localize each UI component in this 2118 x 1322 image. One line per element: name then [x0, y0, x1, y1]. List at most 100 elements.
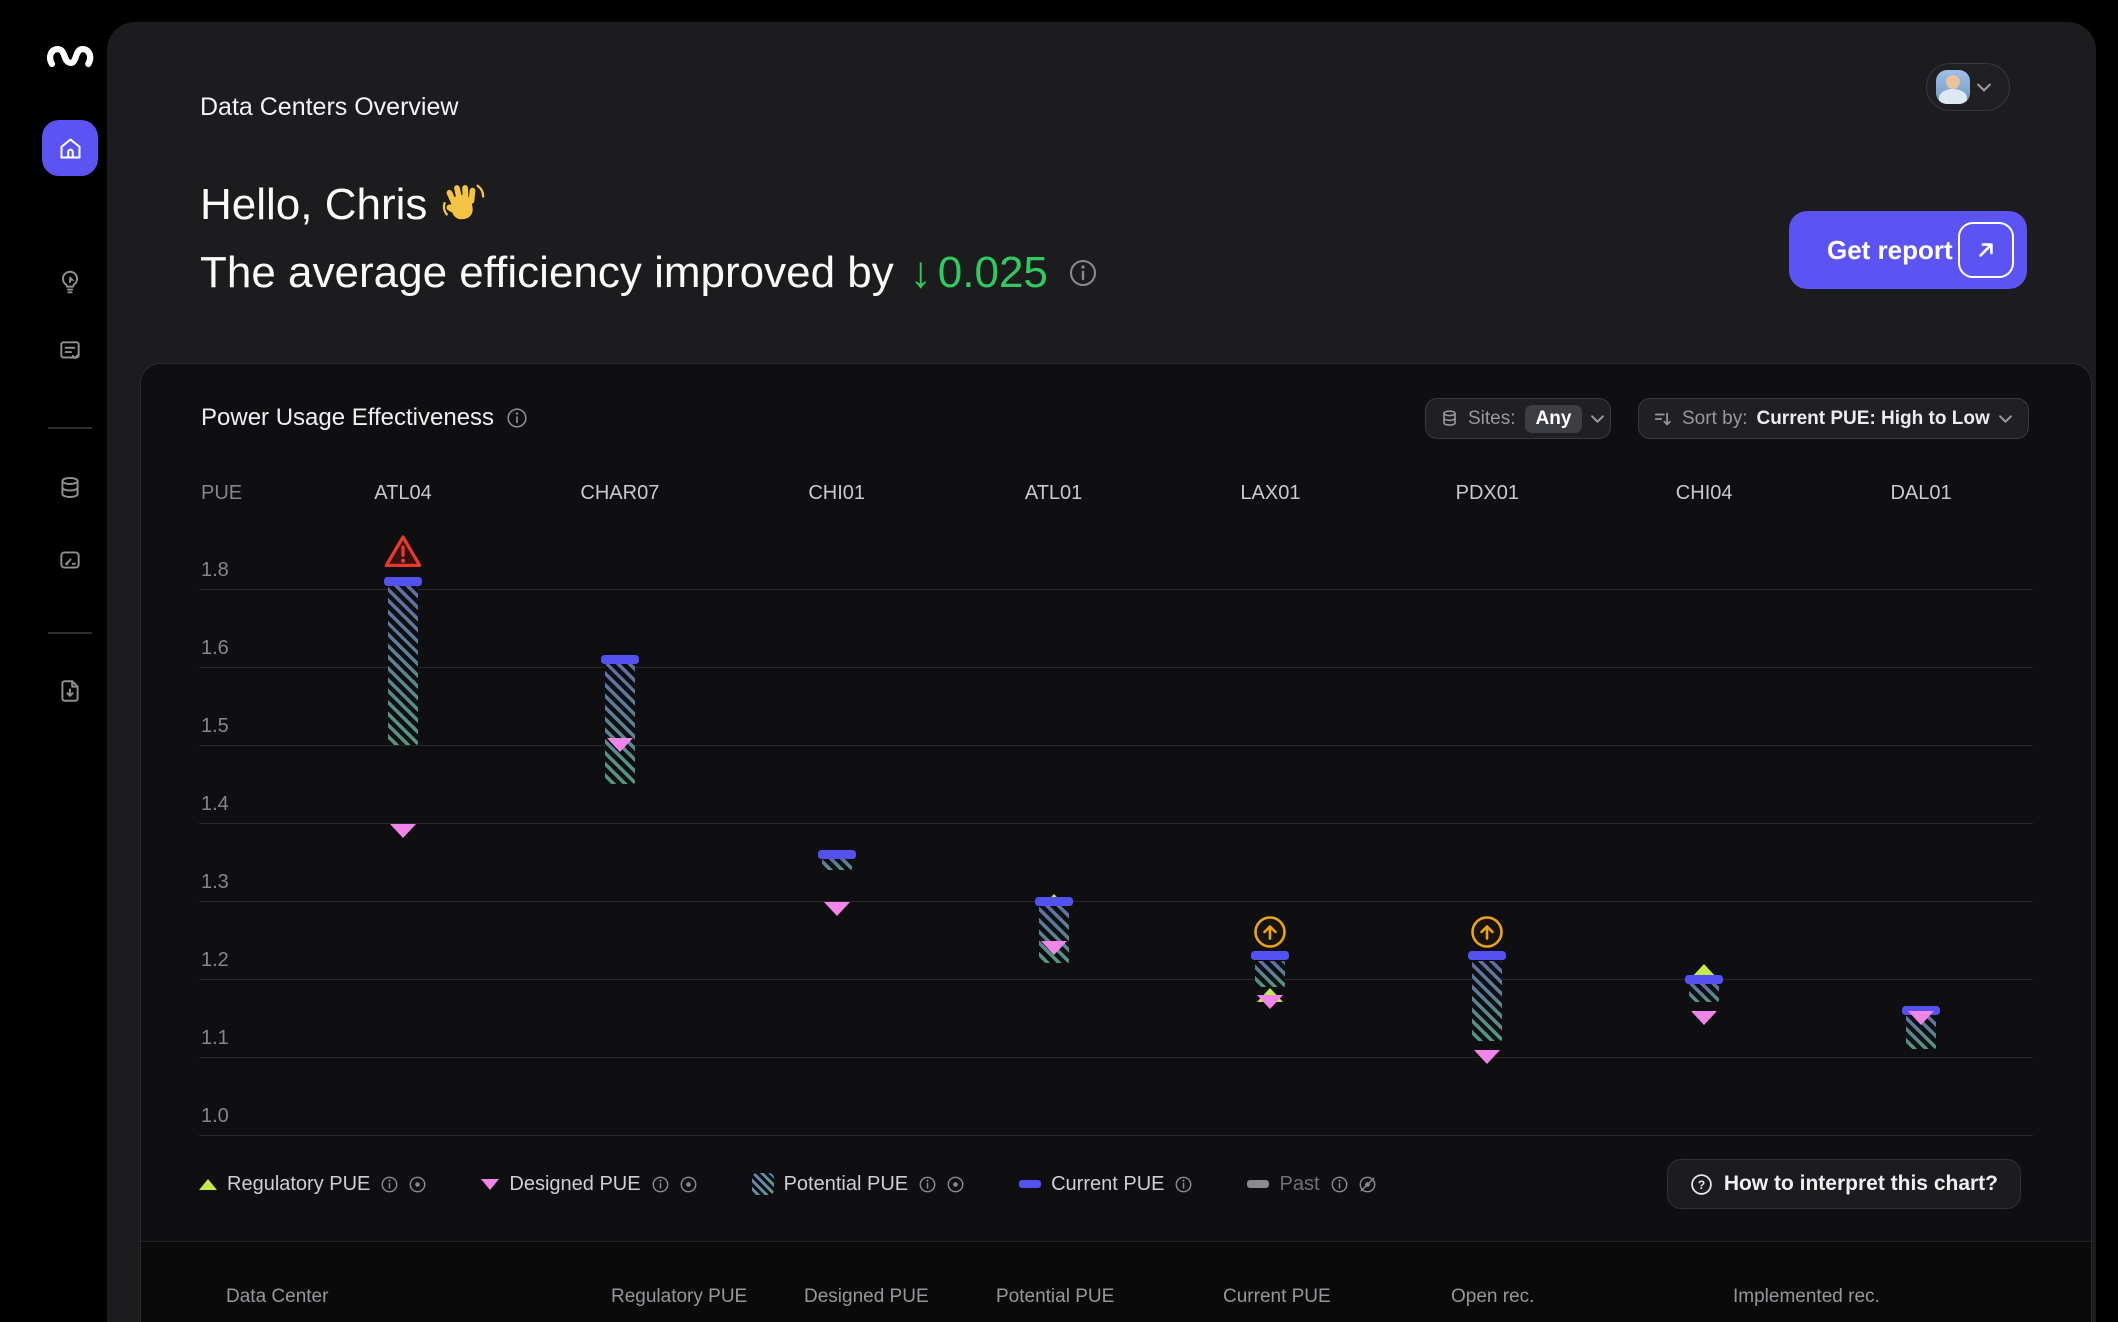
info-icon[interactable]: [506, 407, 528, 429]
waving-hand-icon: [438, 179, 490, 231]
x-axis-label: CHAR07: [580, 482, 660, 504]
sites-filter-label: Sites:: [1468, 407, 1516, 429]
sort-by-label: Sort by:: [1682, 407, 1748, 429]
column-header: Current PUE: [1223, 1286, 1331, 1307]
designed-pue-marker[interactable]: [823, 901, 850, 916]
get-report-button[interactable]: Get report: [1789, 211, 2027, 289]
y-tick-label: 1.6: [201, 637, 229, 659]
chart-help-button[interactable]: ? How to interpret this chart?: [1666, 1159, 2021, 1209]
current-pue-marker[interactable]: [1468, 951, 1507, 961]
visibility-icon[interactable]: [408, 1175, 427, 1194]
sidebar-item-data[interactable]: [46, 464, 94, 512]
file-download-icon: [57, 678, 83, 704]
y-tick-label: 1.2: [201, 949, 229, 971]
current-pue-marker[interactable]: [817, 849, 856, 859]
sidebar-item-reports[interactable]: [46, 327, 94, 375]
column-header: Open rec.: [1451, 1286, 1535, 1307]
pue-chart-card: Power Usage Effectiveness Sites: Any: [140, 363, 2092, 1322]
sidebar-item-home[interactable]: [42, 120, 98, 176]
gridline: [199, 823, 2033, 824]
page-title: Data Centers Overview: [200, 93, 459, 121]
legend-label: Designed PUE: [509, 1172, 641, 1195]
sidebar-item-export[interactable]: [46, 667, 94, 715]
sidebar: [0, 0, 107, 1322]
chart-title-text: Power Usage Effectiveness: [201, 404, 495, 431]
current-pue-marker[interactable]: [1034, 896, 1073, 906]
potential-pue-bar[interactable]: [1689, 984, 1720, 1003]
designed-pue-marker[interactable]: [390, 823, 416, 838]
get-report-label: Get report: [1827, 234, 1953, 265]
info-icon[interactable]: [651, 1175, 670, 1194]
legend-item-designed-pue: Designed PUE: [481, 1173, 697, 1196]
home-icon: [57, 135, 84, 162]
potential-pue-bar[interactable]: [388, 586, 418, 745]
potential-pue-bar[interactable]: [1472, 960, 1503, 1042]
legend-label: Regulatory PUE: [227, 1172, 371, 1195]
user-menu[interactable]: [1926, 63, 2010, 111]
x-axis-label: PDX01: [1455, 482, 1519, 504]
sort-by-filter[interactable]: Sort by: Current PUE: High to Low: [1638, 398, 2029, 439]
info-icon[interactable]: [380, 1175, 399, 1194]
efficiency-delta-value: 0.025: [937, 248, 1048, 297]
avatar: [1936, 70, 1970, 104]
potential-pue-bar[interactable]: [1255, 960, 1286, 987]
current-pue-marker[interactable]: [600, 654, 639, 664]
database-icon: [1440, 409, 1459, 428]
sort-icon: [1653, 409, 1673, 429]
gridline: [199, 1057, 2033, 1058]
designed-pue-marker[interactable]: [1040, 940, 1067, 955]
y-tick-label: 1.8: [201, 559, 229, 581]
visibility-icon[interactable]: [946, 1175, 965, 1194]
y-tick-label: 1.4: [201, 793, 229, 815]
designed-pue-marker[interactable]: [1691, 1011, 1718, 1025]
warning-badge-icon[interactable]: [383, 531, 423, 571]
current-pue-marker[interactable]: [384, 576, 422, 586]
info-icon[interactable]: [1330, 1175, 1349, 1194]
current-pue-marker[interactable]: [1902, 1005, 1941, 1015]
legend-swatch-dash-icon: [1247, 1180, 1270, 1188]
column-header: Regulatory PUE: [611, 1286, 748, 1307]
gauge-monitor-icon: [57, 547, 83, 573]
legend-item-current-pue: Current PUE: [1019, 1173, 1193, 1196]
legend-icons: [1174, 1175, 1193, 1194]
legend-label: Past: [1279, 1172, 1320, 1195]
designed-pue-marker[interactable]: [1908, 1011, 1935, 1025]
sidebar-item-insights[interactable]: [46, 258, 94, 306]
legend-swatch-triangle-up-icon: [199, 1178, 217, 1190]
question-circle-icon: ?: [1690, 1173, 1713, 1196]
y-tick-label: 1.5: [201, 715, 229, 737]
greeting: Hello, Chris: [200, 180, 487, 230]
x-axis-label: LAX01: [1240, 482, 1301, 504]
info-icon[interactable]: [918, 1175, 937, 1194]
legend-item-past: Past: [1247, 1173, 1376, 1196]
info-icon[interactable]: [1174, 1175, 1193, 1194]
designed-pue-marker[interactable]: [606, 738, 633, 752]
potential-pue-bar[interactable]: [821, 859, 852, 870]
data-center-table: Data Center Regulatory PUE Designed PUE Pot…: [141, 1241, 2091, 1322]
current-pue-marker[interactable]: [1251, 951, 1290, 961]
sidebar-item-monitoring[interactable]: [46, 536, 94, 584]
app-logo-icon: [44, 38, 94, 74]
gridline: [199, 901, 2033, 902]
designed-pue-marker[interactable]: [1257, 995, 1284, 1010]
increase-badge-icon[interactable]: [1467, 912, 1507, 952]
pue-chart-plot: 1.8 1.6 1.5 1.4 1.3 1.2 1.1 1.0 PUE ATL04 CHAR07 CH…: [141, 364, 2091, 1322]
sites-filter[interactable]: Sites: Any: [1425, 398, 1611, 439]
potential-pue-bar[interactable]: [604, 664, 635, 784]
info-icon[interactable]: [1068, 258, 1098, 288]
chart-help-label: How to interpret this chart?: [1723, 1172, 1998, 1195]
visibility-off-icon[interactable]: [1358, 1175, 1377, 1194]
legend-label: Potential PUE: [783, 1172, 909, 1195]
legend-icons: [380, 1175, 427, 1194]
designed-pue-marker[interactable]: [1474, 1050, 1501, 1064]
y-tick-label: 1.3: [201, 871, 229, 893]
visibility-icon[interactable]: [679, 1175, 698, 1194]
legend-item-regulatory-pue: Regulatory PUE: [199, 1173, 427, 1196]
gridline: [199, 979, 2033, 980]
chevron-down-icon: [1977, 83, 1991, 92]
chart-legend: Regulatory PUE Designed PUE Potential PUE C…: [199, 1159, 1377, 1209]
current-pue-marker[interactable]: [1685, 974, 1724, 984]
legend-label: Current PUE: [1051, 1172, 1165, 1195]
increase-badge-icon[interactable]: [1250, 912, 1290, 952]
